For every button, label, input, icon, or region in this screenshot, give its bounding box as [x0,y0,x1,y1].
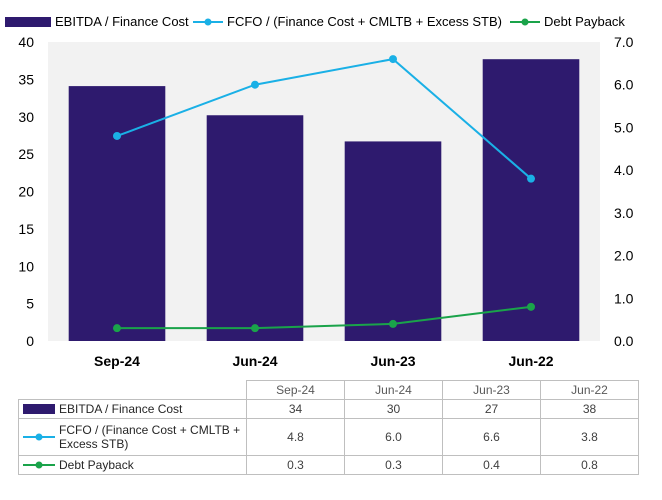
table-row-label: FCFO / (Finance Cost + CMLTB + Excess ST… [18,418,247,456]
ebitda-bar [344,141,442,341]
legend-label-fcfo: FCFO / (Finance Cost + CMLTB + Excess ST… [227,14,502,29]
combo-chart: 0 5 10 15 20 25 30 35 40 0.0 1.0 2.0 3.0 4.0 5.0 6.0 7.… [18,34,634,369]
table-cell: 4.8 [246,418,345,456]
x-tick-label: Sep-24 [94,353,140,369]
x-axis: Sep-24 Jun-24 Jun-23 Jun-22 [94,353,554,369]
table-cell: 27 [442,399,541,419]
right-tick-label: 1.0 [614,290,634,306]
ebitda-bars [68,59,580,341]
right-tick-label: 2.0 [614,248,634,264]
left-tick-label: 40 [18,34,34,50]
legend-swatch-debt [510,18,540,25]
fcfo-point [251,80,259,89]
left-tick-label: 30 [18,109,34,125]
table-row: FCFO / (Finance Cost + CMLTB + Excess ST… [18,418,639,456]
table-cell: 0.3 [246,455,345,475]
table-header: Jun-22 [540,380,639,400]
left-axis: 0 5 10 15 20 25 30 35 40 [18,34,34,349]
table-label-debt: Debt Payback [59,458,134,472]
right-tick-label: 4.0 [614,162,634,178]
table-row-label: EBITDA / Finance Cost [18,399,247,419]
table-swatch-fcfo [23,433,55,441]
x-tick-label: Jun-24 [232,353,277,369]
x-tick-label: Jun-23 [370,353,415,369]
table-header: Jun-24 [344,380,443,400]
table-cell: 6.0 [344,418,443,456]
left-tick-label: 5 [26,296,34,312]
left-tick-label: 10 [18,258,34,274]
table-cell: 3.8 [540,418,639,456]
table-corner [18,380,247,400]
line-series [113,55,535,333]
table-cell: 0.4 [442,455,541,475]
table-row-label: Debt Payback [18,455,247,475]
table-cell: 38 [540,399,639,419]
table-cell: 34 [246,399,345,419]
right-tick-label: 6.0 [614,77,634,93]
x-tick-label: Jun-22 [508,353,553,369]
debt-point [389,319,397,328]
fcfo-line [116,58,532,180]
legend-item-ebitda: EBITDA / Finance Cost [5,14,189,29]
table-header-row: Sep-24 Jun-24 Jun-23 Jun-22 [18,380,639,400]
legend-item-debt: Debt Payback [510,14,625,29]
table-swatch-debt [23,461,55,469]
right-axis: 0.0 1.0 2.0 3.0 4.0 5.0 6.0 7.0 [614,34,634,349]
table-cell: 0.3 [344,455,443,475]
ebitda-bar [482,59,580,341]
fcfo-point [527,174,535,183]
fcfo-point [113,131,121,140]
ebitda-bar [206,115,304,341]
right-tick-label: 7.0 [614,34,634,50]
legend-label-ebitda: EBITDA / Finance Cost [55,14,189,29]
legend-swatch-ebitda [5,16,51,27]
legend-item-fcfo: FCFO / (Finance Cost + CMLTB + Excess ST… [193,14,502,29]
table-header: Jun-23 [442,380,541,400]
ebitda-bar [68,86,166,341]
legend-swatch-fcfo [193,18,223,25]
debt-point [113,324,121,333]
right-tick-label: 0.0 [614,333,634,349]
debt-line [117,305,532,330]
right-tick-label: 3.0 [614,205,634,221]
left-tick-label: 15 [18,221,34,237]
left-tick-label: 35 [18,71,34,87]
table-header: Sep-24 [246,380,345,400]
data-table: Sep-24 Jun-24 Jun-23 Jun-22 EBITDA / Fin… [18,380,639,475]
table-row: Debt Payback 0.3 0.3 0.4 0.8 [18,455,639,475]
left-tick-label: 20 [18,184,34,200]
table-label-ebitda: EBITDA / Finance Cost [59,402,183,416]
debt-point [527,302,535,311]
left-tick-label: 25 [18,146,34,162]
right-tick-label: 5.0 [614,119,634,135]
chart-legend: EBITDA / Finance Cost FCFO / (Finance Co… [0,14,662,32]
legend-label-debt: Debt Payback [544,14,625,29]
debt-point [251,324,259,333]
left-tick-label: 0 [26,333,34,349]
table-label-fcfo: FCFO / (Finance Cost + CMLTB + Excess ST… [59,423,241,451]
table-cell: 0.8 [540,455,639,475]
table-row: EBITDA / Finance Cost 34 30 27 38 [18,399,639,419]
table-cell: 30 [344,399,443,419]
table-cell: 6.6 [442,418,541,456]
table-swatch-ebitda [23,404,55,414]
fcfo-point [389,55,397,64]
